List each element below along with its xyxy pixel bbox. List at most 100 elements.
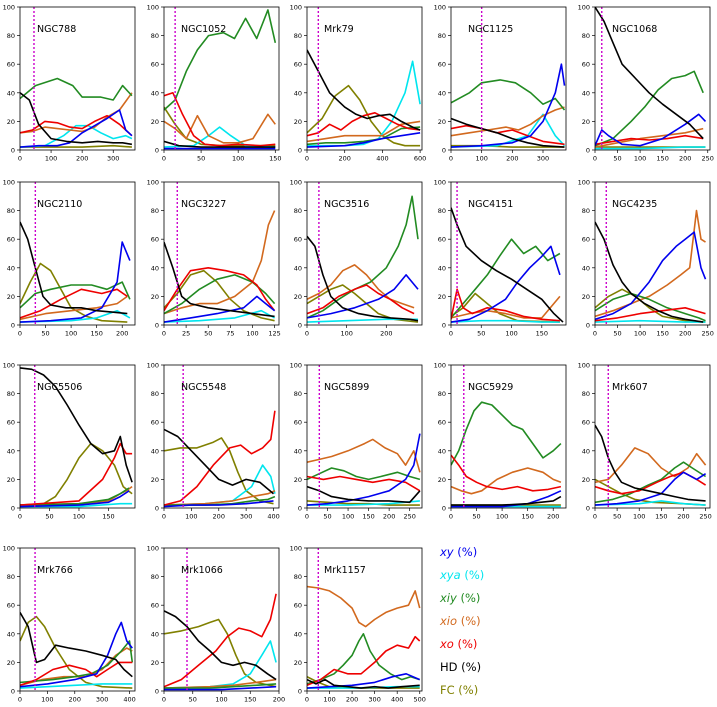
x-tick-label: 200: [346, 696, 358, 704]
panel-title-mrk1157: Mrk1157: [324, 565, 366, 576]
y-tick-label: 40: [582, 264, 590, 272]
series-xio-ngc5899: [307, 438, 421, 473]
y-tick-label: 20: [151, 118, 159, 126]
y-tick-label: 80: [151, 32, 159, 40]
y-tick-label: 40: [7, 447, 15, 455]
legend-unit-xy: (%): [453, 545, 478, 559]
series-xio-ngc5548: [164, 490, 276, 506]
y-tick-label: 20: [438, 476, 446, 484]
y-tick-label: 0: [11, 505, 15, 513]
x-tick-label: 400: [391, 696, 403, 704]
series-hd-mrk607: [595, 424, 706, 502]
panel-title-ngc5929: NGC5929: [468, 382, 513, 393]
series-xiy-mrk1157: [307, 632, 420, 685]
series-xy-mrk1066: [164, 685, 277, 691]
y-tick-label: 60: [438, 419, 446, 427]
legend-unit-xya: (%): [460, 568, 485, 582]
series-xiy-ngc1052: [164, 9, 277, 111]
x-tick-label: 100: [232, 155, 244, 163]
y-tick-label: 60: [582, 419, 590, 427]
x-tick-label: 300: [107, 155, 119, 163]
y-tick-label: 100: [434, 179, 446, 187]
y-tick-label: 100: [147, 4, 159, 12]
y-tick-label: 20: [438, 293, 446, 301]
series-xiy-mrk607: [595, 461, 707, 504]
x-tick-label: 300: [368, 696, 380, 704]
series-xo-mrk1157: [307, 635, 421, 687]
series-xiy-ngc4235: [595, 292, 706, 322]
x-tick-label: 200: [116, 330, 128, 338]
legend-unit-xo: (%): [453, 637, 478, 651]
legend-item-xiy: xiy (%): [440, 591, 480, 605]
panel-mrk1157: 0 20 40 60 80 100 0 100 200 300 400 500 Mrk1157: [290, 545, 426, 704]
series-fc-ngc2110: [20, 262, 128, 323]
x-tick-label: 200: [677, 513, 689, 521]
x-tick-label: 150: [244, 696, 256, 704]
y-tick-label: 80: [438, 390, 446, 398]
y-tick-label: 0: [298, 322, 302, 330]
x-tick-label: 200: [213, 513, 225, 521]
x-tick-label: 200: [380, 330, 392, 338]
y-tick-label: 80: [582, 32, 590, 40]
series-fc-ngc5506: [20, 442, 133, 506]
series-xiy-ngc5506: [20, 487, 130, 506]
y-tick-label: 40: [438, 89, 446, 97]
y-tick-label: 0: [11, 322, 15, 330]
series-xy-mrk1157: [307, 672, 421, 689]
panel-title-mrk607: Mrk607: [612, 382, 648, 393]
y-tick-label: 20: [151, 293, 159, 301]
y-tick-label: 80: [294, 32, 302, 40]
x-tick-label: 50: [613, 513, 621, 521]
series-xy-mrk79: [307, 132, 421, 148]
y-tick-label: 40: [151, 447, 159, 455]
series-xy-ngc5506: [20, 490, 130, 508]
series-xiy-ngc4151: [451, 238, 561, 319]
x-tick-label: 150: [269, 155, 281, 163]
x-tick-label: 0: [305, 155, 309, 163]
series-fc-ngc3227: [164, 269, 275, 322]
x-tick-label: 100: [496, 513, 508, 521]
y-tick-label: 0: [11, 688, 15, 696]
y-tick-label: 80: [438, 207, 446, 215]
x-tick-label: 400: [123, 696, 135, 704]
series-xiy-ngc1125: [451, 79, 566, 111]
y-tick-label: 0: [586, 505, 590, 513]
y-tick-label: 100: [290, 362, 302, 370]
legend-item-xo: xo (%): [440, 637, 477, 651]
y-tick-label: 0: [442, 322, 446, 330]
y-tick-label: 60: [151, 419, 159, 427]
series-xiy-ngc3516: [307, 195, 419, 319]
series-xiy-ngc1068: [595, 70, 704, 147]
series-fc-ngc788: [20, 144, 132, 148]
x-tick-label: 150: [656, 330, 668, 338]
panel-ngc4235: 0 20 40 60 80 100 0 50 100 150 200 250 NGC4235: [578, 179, 714, 338]
panel-mrk1066: 0 20 40 60 80 100 0 50 100 150 200 Mrk1066: [147, 545, 286, 704]
series-xiy-ngc3227: [164, 274, 276, 315]
x-tick-label: 200: [679, 155, 691, 163]
series-xo-ngc1125: [451, 124, 565, 146]
y-tick-label: 40: [7, 264, 15, 272]
panel-title-mrk1066: Mrk1066: [181, 565, 223, 576]
x-tick-label: 200: [69, 696, 81, 704]
x-tick-label: 100: [342, 513, 354, 521]
series-hd-mrk79: [307, 49, 421, 131]
x-tick-label: 300: [96, 696, 108, 704]
panel-ngc1068: 0 20 40 60 80 100 0 50 100 150 200 250 NGC1068: [578, 4, 714, 163]
y-tick-label: 100: [290, 179, 302, 187]
y-tick-label: 80: [582, 207, 590, 215]
x-tick-label: 0: [18, 155, 22, 163]
x-tick-label: 200: [506, 155, 518, 163]
series-xo-mrk766: [20, 661, 133, 687]
legend-unit-hd: (%): [457, 660, 482, 674]
y-tick-label: 60: [7, 602, 15, 610]
axes-frame-mrk79: [306, 6, 423, 151]
x-tick-label: 0: [593, 330, 597, 338]
series-xy-ngc5899: [307, 433, 421, 506]
x-tick-label: 50: [189, 696, 197, 704]
y-tick-label: 0: [155, 688, 159, 696]
y-tick-label: 80: [7, 390, 15, 398]
series-xy-ngc2110: [20, 241, 131, 323]
y-tick-label: 60: [582, 61, 590, 69]
legend-label-xo: xo: [440, 637, 454, 651]
y-tick-label: 0: [155, 147, 159, 155]
